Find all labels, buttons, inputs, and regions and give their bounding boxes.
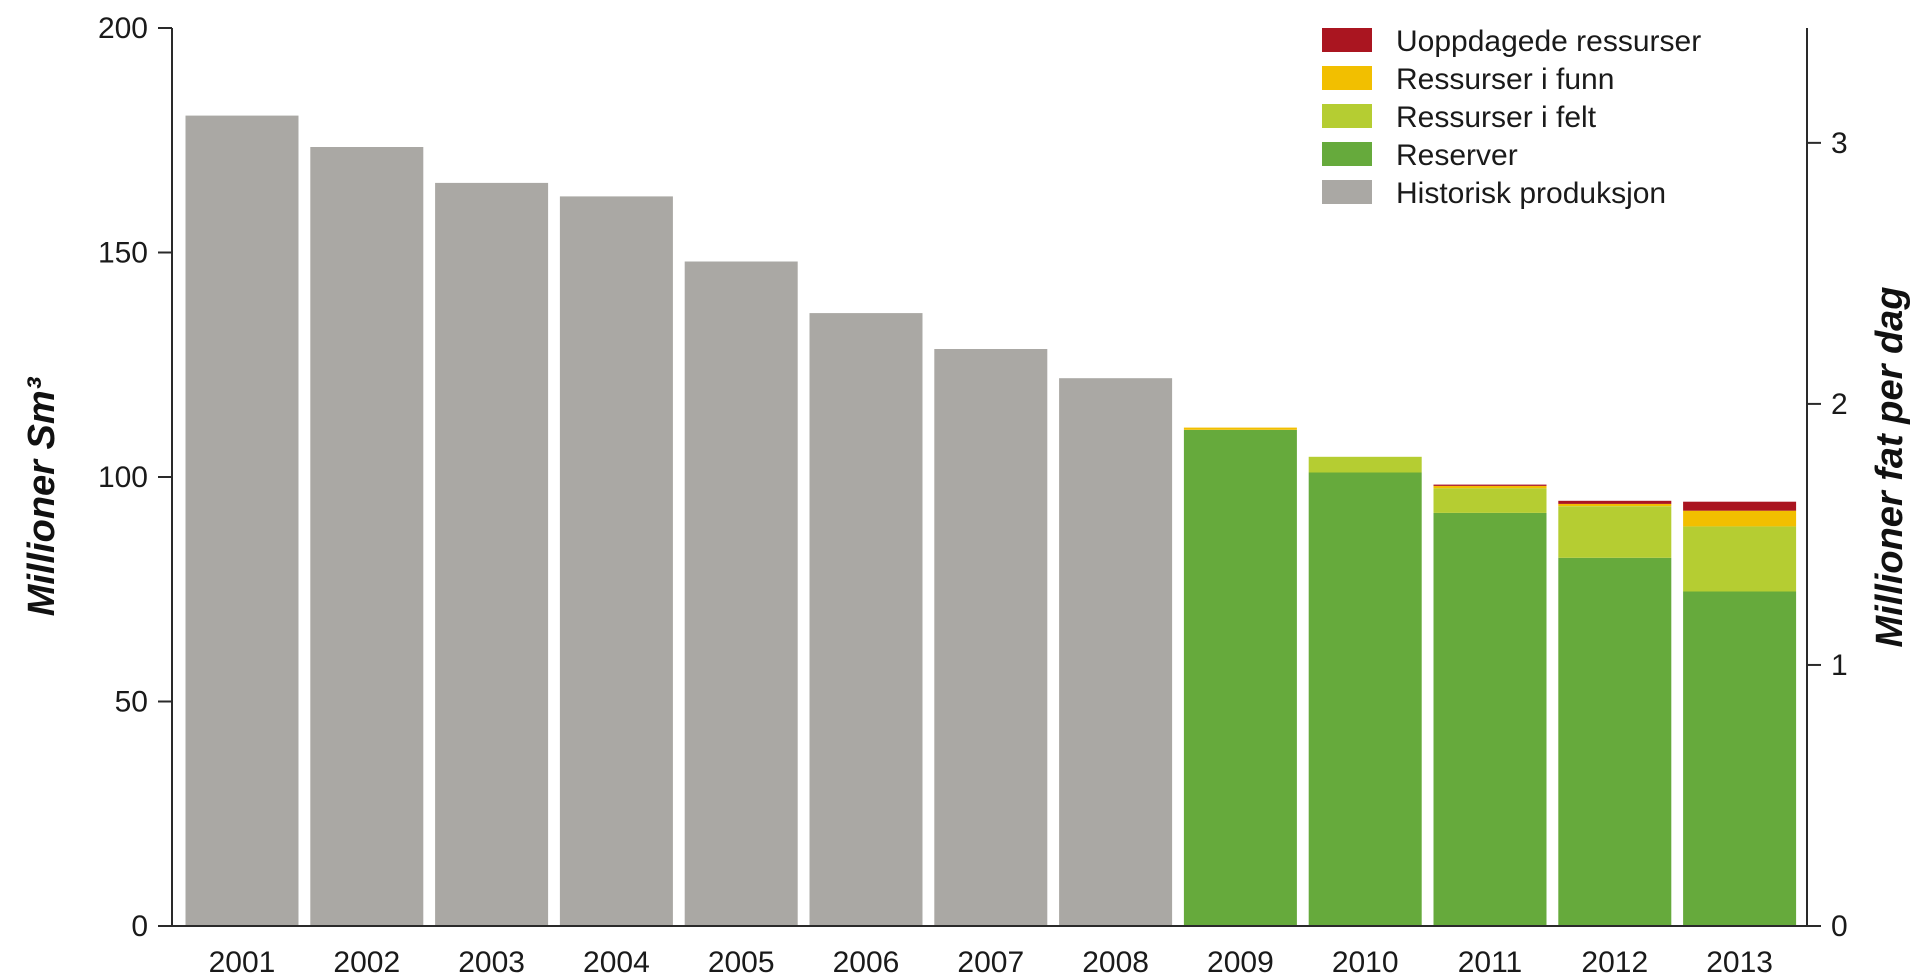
x-tick-label-2007: 2007: [957, 946, 1024, 979]
bar-segment-reserver-2011: [1433, 512, 1547, 926]
legend-label-reserver: Reserver: [1396, 139, 1518, 172]
bar-segment-ressurser-i-funn-2013: [1683, 510, 1797, 527]
bars-group: [185, 115, 1797, 927]
y-tick-label-150: 150: [98, 237, 148, 270]
y2-axis-title: Millioner fat per dag: [1869, 286, 1911, 647]
axes-group: 0 50 100 150 200 0 1 2 3 2001 2002 2003 2004 2005 2006…: [98, 12, 1848, 979]
x-tick-label-2011: 2011: [1458, 946, 1523, 979]
bar-segment-reserver-2010: [1308, 472, 1422, 926]
x-tick-label-2005: 2005: [708, 946, 775, 979]
x-tick-label-2001: 2001: [209, 946, 276, 979]
bar-segment-uoppdagede-ressurser-2013: [1683, 501, 1797, 511]
legend-swatch-reserver: [1322, 142, 1372, 166]
bar-segment-historisk-produksjon-2008: [1059, 378, 1173, 926]
x-tick-label-2013: 2013: [1706, 946, 1773, 979]
bar-segment-ressurser-i-felt-2011: [1433, 488, 1547, 513]
bar-segment-ressurser-i-felt-2012: [1558, 506, 1672, 558]
y2-tick-label-1: 1: [1831, 649, 1848, 682]
bar-segment-ressurser-i-felt-2013: [1683, 526, 1797, 592]
bar-segment-historisk-produksjon-2002: [310, 147, 424, 926]
y2-tick-label-2: 2: [1831, 388, 1848, 421]
y2-tick-label-0: 0: [1831, 910, 1848, 943]
bar-segment-reserver-2012: [1558, 557, 1672, 926]
x-tick-label-2008: 2008: [1082, 946, 1149, 979]
bar-segment-historisk-produksjon-2004: [559, 196, 673, 926]
bar-segment-historisk-produksjon-2006: [809, 313, 923, 927]
bar-segment-historisk-produksjon-2003: [435, 182, 549, 926]
x-tick-label-2002: 2002: [333, 946, 400, 979]
legend: Uoppdagede ressurser Ressurser i funn Ress…: [1322, 25, 1701, 210]
legend-swatch-historisk-produksjon: [1322, 180, 1372, 204]
y-tick-label-100: 100: [98, 461, 148, 494]
bar-segment-ressurser-i-funn-2009: [1183, 427, 1297, 430]
x-tick-label-2006: 2006: [833, 946, 900, 979]
bar-segment-reserver-2009: [1183, 429, 1297, 926]
legend-label-uoppdagede-ressurser: Uoppdagede ressurser: [1396, 25, 1701, 58]
legend-swatch-ressurser-i-felt: [1322, 104, 1372, 128]
y-tick-label-50: 50: [115, 686, 148, 719]
legend-label-historisk-produksjon: Historisk produksjon: [1396, 177, 1666, 210]
bar-segment-ressurser-i-felt-2010: [1308, 456, 1422, 473]
x-tick-label-2009: 2009: [1207, 946, 1274, 979]
legend-swatch-uoppdagede-ressurser: [1322, 28, 1372, 52]
y-tick-label-200: 200: [98, 12, 148, 45]
bar-segment-reserver-2013: [1683, 591, 1797, 926]
x-tick-label-2003: 2003: [458, 946, 525, 979]
y2-tick-label-3: 3: [1831, 127, 1848, 160]
legend-label-ressurser-i-felt: Ressurser i felt: [1396, 101, 1597, 134]
y-tick-label-0: 0: [131, 910, 148, 943]
y-axis-title: Millioner Sm³: [21, 376, 63, 616]
bar-segment-historisk-produksjon-2001: [185, 115, 299, 927]
x-tick-label-2004: 2004: [583, 946, 650, 979]
bar-segment-historisk-produksjon-2005: [684, 261, 798, 926]
legend-label-ressurser-i-funn: Ressurser i funn: [1396, 63, 1614, 96]
legend-swatch-ressurser-i-funn: [1322, 66, 1372, 90]
bar-segment-uoppdagede-ressurser-2012: [1558, 500, 1672, 504]
x-tick-label-2012: 2012: [1581, 946, 1648, 979]
bar-segment-ressurser-i-funn-2011: [1433, 486, 1547, 489]
bar-segment-uoppdagede-ressurser-2011: [1433, 484, 1547, 486]
x-tick-label-2010: 2010: [1332, 946, 1399, 979]
bar-segment-ressurser-i-funn-2012: [1558, 503, 1672, 507]
bar-segment-historisk-produksjon-2007: [934, 349, 1048, 926]
